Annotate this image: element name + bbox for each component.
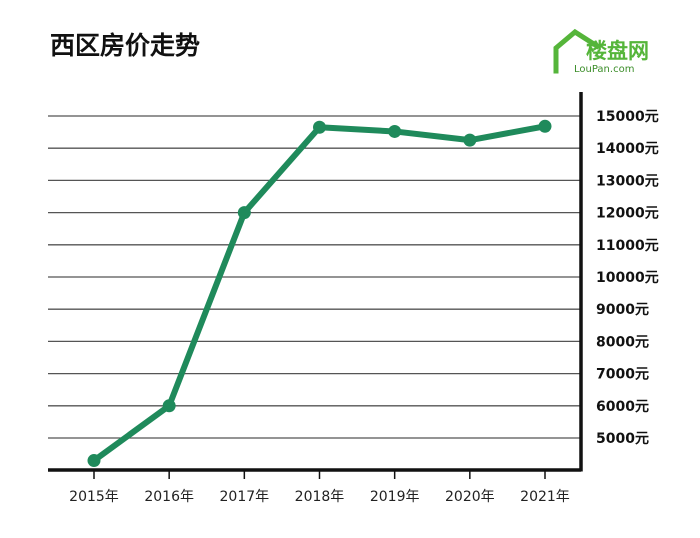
logo: 楼盘网 LouPan.com	[553, 28, 649, 75]
x-tick-label: 2018年	[295, 489, 345, 505]
data-point	[313, 120, 326, 134]
y-tick-label: 7000元	[596, 367, 649, 383]
x-tick-label: 2020年	[445, 489, 495, 505]
y-tick-label: 9000元	[596, 302, 649, 318]
y-tick-label: 8000元	[596, 334, 649, 350]
gridlines	[48, 115, 581, 439]
x-tick-label: 2015年	[69, 489, 119, 505]
x-tick-label: 2016年	[144, 489, 194, 505]
x-tick-label: 2017年	[220, 489, 270, 505]
logo-name: 楼盘网	[586, 39, 649, 63]
data-point	[87, 454, 101, 468]
house-roof-icon	[553, 28, 601, 74]
y-tick-label: 10000元	[596, 270, 659, 286]
y-tick-label: 6000元	[596, 399, 649, 415]
chart-title: 西区房价走势	[50, 31, 200, 60]
x-tick-label: 2021年	[520, 489, 570, 505]
data-point	[538, 119, 552, 133]
data-point	[162, 399, 176, 413]
axes	[48, 92, 583, 472]
y-tick-label: 13000元	[596, 173, 659, 189]
y-tick-label: 15000元	[596, 109, 659, 125]
y-tick-label: 12000元	[596, 206, 659, 222]
data-point	[388, 124, 402, 138]
y-tick-label: 11000元	[596, 238, 659, 254]
y-tick-label: 5000元	[596, 431, 649, 447]
series-line	[91, 123, 548, 464]
y-tick-label: 14000元	[596, 141, 659, 157]
logo-domain: LouPan.com	[574, 64, 634, 75]
price-series	[87, 119, 552, 468]
x-tick-labels: 2015年 2016年 2017年 2018年 2019年 2020年 2021年	[69, 470, 570, 505]
data-point	[463, 133, 477, 147]
x-tick-label: 2019年	[370, 489, 420, 505]
y-tick-labels: 5000元 6000元 7000元 8000元 9000元 10000元 11000元 120…	[596, 109, 659, 447]
data-point	[237, 206, 251, 220]
